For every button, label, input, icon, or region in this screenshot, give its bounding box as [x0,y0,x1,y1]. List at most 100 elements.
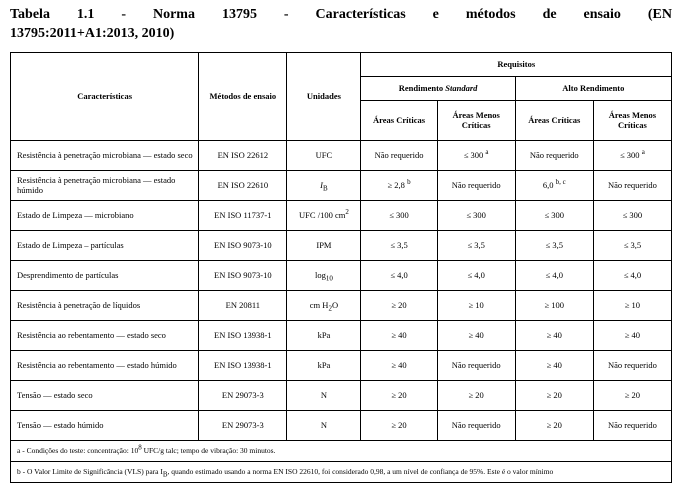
table-body: Resistência à penetração microbiana — es… [11,140,672,440]
tw: de [543,6,557,25]
tw: Norma [153,6,195,25]
table-row: Estado de Limpeza — microbianoEN ISO 117… [11,200,672,230]
cell-unidade: kPa [287,320,361,350]
cell-alto-menos: ≤ 3,5 [593,230,671,260]
cell-alto-crit: ≤ 300 [515,200,593,230]
col-header-requisitos: Requisitos [361,52,672,76]
table-row: Tensão — estado secoEN 29073-3N≥ 20≥ 20≥… [11,380,672,410]
tw: - [284,6,289,25]
col-header-unidades: Unidades [287,52,361,140]
cell-metodo: EN ISO 22612 [199,140,287,170]
table-footnotes: a - Condições do teste: concentração: 10… [10,441,672,483]
cell-std-crit: Não requerido [361,140,437,170]
cell-alto-crit: ≤ 3,5 [515,230,593,260]
cell-std-menos: Não requerido [437,410,515,440]
cell-metodo: EN ISO 13938-1 [199,350,287,380]
cell-std-menos: ≥ 40 [437,320,515,350]
page: Tabela 1.1 - Norma 13795 - Característic… [0,0,682,487]
cell-metodo: EN 29073-3 [199,410,287,440]
col-header-areas-menos-2: Áreas Menos Críticas [593,100,671,140]
cell-caracteristica: Resistência à penetração de líquidos [11,290,199,320]
cell-unidade: N [287,410,361,440]
tw: (EN [648,6,672,25]
cell-unidade: N [287,380,361,410]
col-header-rend-standard: Rendimento Standard [361,76,515,100]
col-header-areas-menos-1: Áreas Menos Críticas [437,100,515,140]
cell-std-menos: Não requerido [437,170,515,200]
cell-alto-menos: Não requerido [593,350,671,380]
rend-std-italic: Standard [445,83,477,93]
table-row: Resistência ao rebentamento — estado sec… [11,320,672,350]
cell-alto-menos: ≥ 10 [593,290,671,320]
cell-unidade: UFC /100 cm2 [287,200,361,230]
col-header-areas-crit-2: Áreas Críticas [515,100,593,140]
cell-alto-crit: ≥ 40 [515,350,593,380]
cell-unidade: log10 [287,260,361,290]
cell-metodo: EN ISO 9073-10 [199,230,287,260]
cell-std-menos: ≤ 300 [437,200,515,230]
cell-metodo: EN ISO 9073-10 [199,260,287,290]
tw: métodos [466,6,516,25]
cell-metodo: EN ISO 13938-1 [199,320,287,350]
tw: 1.1 [77,6,95,25]
cell-caracteristica: Resistência à penetração microbiana — es… [11,170,199,200]
tw: e [433,6,439,25]
cell-unidade: cm H2O [287,290,361,320]
table-caption-line1: Tabela 1.1 - Norma 13795 - Característic… [10,6,672,25]
footnote-a: a - Condições do teste: concentração: 10… [11,441,671,461]
cell-alto-menos: Não requerido [593,170,671,200]
cell-std-crit: ≥ 20 [361,410,437,440]
table-row: Resistência ao rebentamento — estado húm… [11,350,672,380]
table-row: Desprendimento de partículasEN ISO 9073-… [11,260,672,290]
cell-alto-crit: ≥ 20 [515,380,593,410]
cell-alto-crit: ≥ 100 [515,290,593,320]
cell-caracteristica: Estado de Limpeza – partículas [11,230,199,260]
cell-alto-crit: ≤ 4,0 [515,260,593,290]
cell-std-crit: ≥ 20 [361,380,437,410]
cell-std-menos: Não requerido [437,350,515,380]
cell-alto-menos: ≤ 300 a [593,140,671,170]
col-header-alto-rend: Alto Rendimento [515,76,671,100]
cell-caracteristica: Estado de Limpeza — microbiano [11,200,199,230]
col-header-caracteristicas: Características [11,52,199,140]
cell-caracteristica: Desprendimento de partículas [11,260,199,290]
cell-std-menos: ≥ 10 [437,290,515,320]
tw: - [121,6,126,25]
cell-caracteristica: Tensão — estado seco [11,380,199,410]
cell-std-crit: ≥ 40 [361,320,437,350]
cell-std-menos: ≤ 4,0 [437,260,515,290]
cell-alto-menos: ≤ 4,0 [593,260,671,290]
table-row: Estado de Limpeza – partículasEN ISO 907… [11,230,672,260]
rend-std-text: Rendimento [399,83,443,93]
cell-std-menos: ≥ 20 [437,380,515,410]
cell-unidade: UFC [287,140,361,170]
cell-std-crit: ≥ 20 [361,290,437,320]
cell-alto-crit: ≥ 20 [515,410,593,440]
cell-alto-menos: Não requerido [593,410,671,440]
table-caption-line2: 13795:2011+A1:2013, 2010) [10,25,672,44]
tw: Características [316,6,406,25]
table-row: Resistência à penetração microbiana — es… [11,140,672,170]
cell-std-crit: ≤ 4,0 [361,260,437,290]
cell-alto-crit: Não requerido [515,140,593,170]
cell-alto-menos: ≥ 20 [593,380,671,410]
cell-unidade: IB [287,170,361,200]
tw: 13795 [222,6,257,25]
table-row: Resistência à penetração microbiana — es… [11,170,672,200]
cell-std-menos: ≤ 300 a [437,140,515,170]
tw: ensaio [584,6,621,25]
table-head: Características Métodos de ensaio Unidad… [11,52,672,140]
cell-std-crit: ≤ 3,5 [361,230,437,260]
cell-alto-menos: ≥ 40 [593,320,671,350]
cell-alto-menos: ≤ 300 [593,200,671,230]
cell-std-crit: ≥ 40 [361,350,437,380]
cell-metodo: EN ISO 22610 [199,170,287,200]
cell-std-crit: ≤ 300 [361,200,437,230]
cell-alto-crit: 6,0 b, c [515,170,593,200]
cell-metodo: EN 29073-3 [199,380,287,410]
tw: Tabela [10,6,50,25]
cell-caracteristica: Tensão — estado húmido [11,410,199,440]
table-row: Tensão — estado húmidoEN 29073-3N≥ 20Não… [11,410,672,440]
footnote-b: b - O Valor Limite de Significância (VLS… [11,461,671,482]
cell-caracteristica: Resistência à penetração microbiana — es… [11,140,199,170]
